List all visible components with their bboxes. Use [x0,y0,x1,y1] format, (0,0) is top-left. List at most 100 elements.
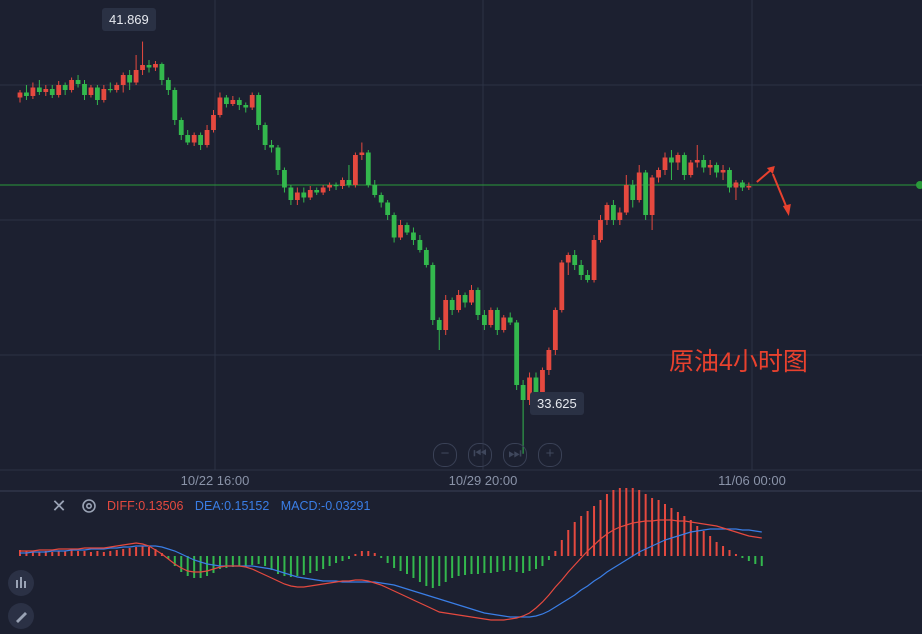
candle-body-14 [107,89,113,91]
candle-body-24 [172,90,178,120]
candle-body-86 [572,255,578,265]
candle-body-88 [585,275,590,280]
candle-body-27 [191,135,197,143]
candle-body-45 [307,190,313,198]
candle-body-33 [230,100,236,104]
candle-body-15 [114,85,120,90]
candle-body-29 [204,130,210,145]
candle-body-23 [165,80,171,90]
zoom-out-icon[interactable]: − [433,443,457,467]
candle-body-85 [565,255,571,263]
candle-body-47 [320,187,326,193]
candle-body-19 [140,65,145,70]
candle-body-54 [365,152,371,185]
candle-body-77 [514,322,520,385]
candle-body-92 [611,205,616,220]
candle-body-20 [146,65,152,68]
arrow-down-head [782,204,791,216]
candle-body-39 [269,145,274,148]
candle-body-105 [694,160,700,163]
candle-body-60 [404,225,410,233]
candle-body-71 [475,290,481,315]
candle-body-70 [469,290,474,303]
candle-body-112 [740,182,745,188]
candle-body-103 [681,155,687,175]
candle-body-91 [604,205,610,220]
candle-body-25 [178,120,184,135]
candle-body-59 [398,225,403,238]
candle-body-80 [533,377,539,393]
draw-pen-icon[interactable] [8,603,34,629]
candle-body-5 [49,89,55,95]
candle-body-9 [75,80,81,84]
candle-body-22 [159,64,165,80]
scroll-right-icon[interactable]: ⏭ [503,443,527,467]
candle-body-17 [127,75,133,83]
x-tick-label-2: 11/06 00:00 [718,473,786,488]
candle-body-82 [546,350,552,370]
arrow-down-stroke [771,173,788,209]
candle-body-30 [211,115,216,130]
scroll-left-icon[interactable]: ⏮ [468,443,492,467]
candle-body-40 [275,147,281,170]
candle-body-62 [417,240,423,250]
candle-body-106 [701,160,707,168]
candle-body-7 [62,85,68,90]
candle-body-0 [17,92,23,98]
arrow-up-head [766,166,775,174]
dea-value: DEA:0.15152 [194,499,270,513]
last-price-dot [916,181,922,189]
candle-body-21 [153,64,158,68]
chart-annotation: 原油4小时图 [669,348,808,376]
candle-body-75 [501,317,507,330]
candle-body-96 [636,172,642,200]
candle-body-79 [527,377,532,400]
candle-body-56 [378,195,384,203]
candle-series [17,41,752,454]
settings-gear-icon[interactable] [80,497,98,515]
indicator-values: DIFF:0.13506 DEA:0.15152 MACD:-0.03291 [107,499,378,513]
candle-body-87 [578,265,584,275]
close-indicator-icon[interactable]: ✕ [51,496,67,516]
candle-body-68 [456,295,461,310]
macd-panel [19,488,763,621]
zoom-in-icon[interactable]: + [538,443,562,467]
candle-body-61 [411,232,416,240]
candle-body-63 [423,250,429,265]
candle-body-4 [43,89,49,92]
candle-body-74 [494,310,500,330]
candle-body-81 [540,370,545,393]
candle-body-43 [294,192,300,200]
candle-body-2 [30,87,36,96]
candle-body-48 [327,185,332,188]
candle-body-31 [217,97,223,115]
candle-body-49 [333,185,339,187]
candle-body-10 [82,84,87,95]
candle-body-42 [288,187,294,200]
candle-body-51 [346,180,352,185]
candle-body-34 [236,100,242,105]
candle-body-84 [559,262,565,310]
indicator-toggle-icon[interactable] [8,570,34,596]
candle-body-1 [24,92,29,96]
candle-body-93 [617,212,623,220]
candle-body-104 [688,162,694,175]
x-tick-label-1: 10/29 20:00 [448,473,518,488]
candle-body-95 [630,185,636,200]
candle-body-38 [262,125,268,145]
candle-body-58 [391,215,397,238]
candle-body-83 [552,310,558,350]
dea-line [20,528,762,618]
macd-value: MACD:-0.03291 [280,499,371,513]
candle-body-102 [675,155,681,163]
candle-body-90 [598,220,603,240]
low-price-label: 33.625 [530,392,584,415]
candle-body-16 [120,75,126,85]
candle-body-52 [353,155,358,185]
candle-body-73 [488,310,494,325]
candle-body-55 [372,185,378,195]
candle-body-89 [591,240,597,280]
x-tick-label-0: 10/22 16:00 [180,473,250,488]
